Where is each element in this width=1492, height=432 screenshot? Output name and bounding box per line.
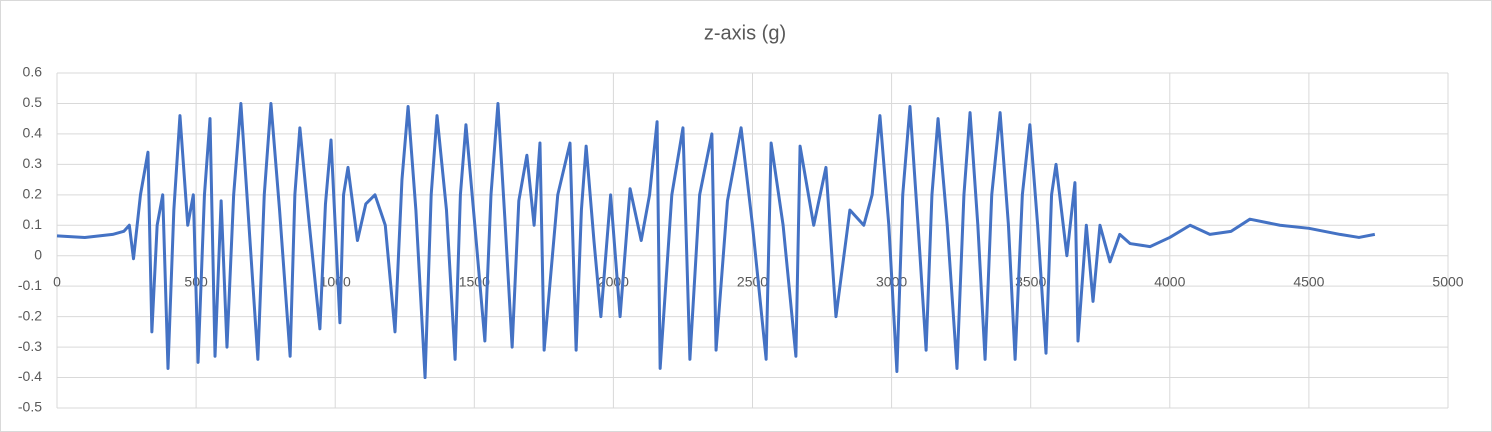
- x-tick-label: 1000: [320, 273, 351, 289]
- y-tick-label: -0.1: [18, 277, 42, 293]
- x-tick-label: 2500: [737, 273, 768, 289]
- x-tick-label: 3500: [1015, 273, 1046, 289]
- y-tick-label: -0.4: [18, 368, 42, 384]
- y-tick-label: 0: [34, 246, 42, 262]
- y-tick-label: -0.2: [18, 307, 42, 323]
- y-tick-label: 0.2: [23, 186, 43, 202]
- y-tick-label: -0.3: [18, 338, 42, 354]
- y-tick-label: 0.5: [23, 94, 43, 110]
- x-tick-label: 5000: [1432, 273, 1463, 289]
- y-tick-label: 0.3: [23, 155, 43, 171]
- x-tick-label: 0: [53, 273, 61, 289]
- y-tick-label: 0.1: [23, 216, 43, 232]
- x-tick-label: 4500: [1293, 273, 1324, 289]
- chart-title: z-axis (g): [704, 22, 786, 44]
- x-tick-label: 1500: [459, 273, 490, 289]
- y-tick-label: 0.6: [23, 64, 43, 80]
- data-line: [56, 101, 1376, 380]
- y-tick-label: -0.5: [18, 399, 42, 415]
- y-tick-label: 0.4: [23, 125, 43, 141]
- x-tick-label: 4000: [1154, 273, 1185, 289]
